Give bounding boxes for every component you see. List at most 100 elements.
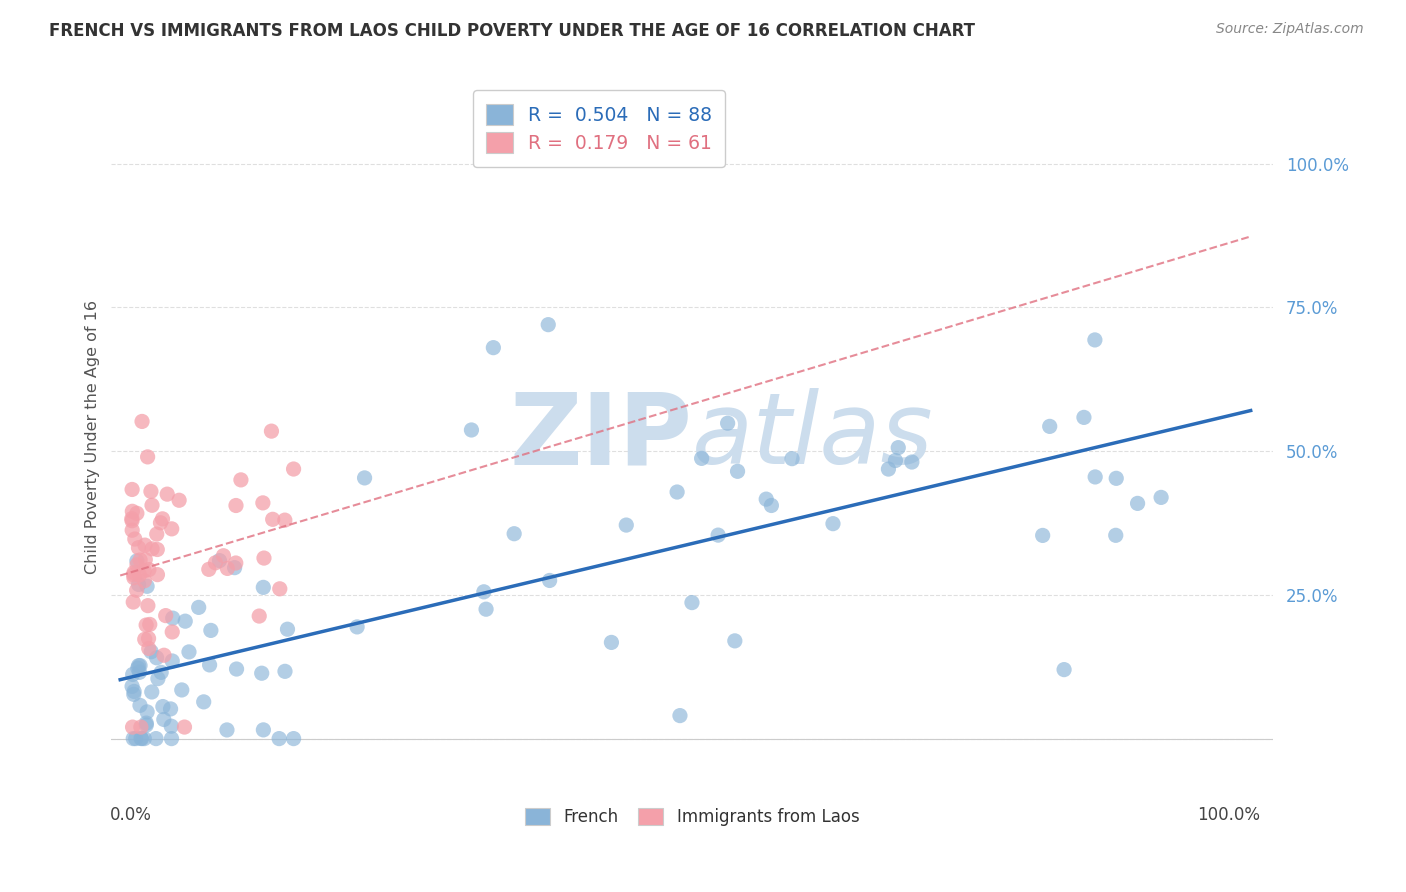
- Point: [136, 450, 159, 464]
- Point: [475, 602, 498, 616]
- Point: [135, 716, 157, 731]
- Point: [131, 414, 153, 428]
- Point: [139, 617, 162, 632]
- Point: [901, 455, 924, 469]
- Point: [283, 462, 305, 476]
- Point: [821, 516, 844, 531]
- Point: [159, 702, 181, 716]
- Point: [128, 577, 150, 591]
- Point: [1084, 470, 1107, 484]
- Point: [125, 558, 148, 572]
- Y-axis label: Child Poverty Under the Age of 16: Child Poverty Under the Age of 16: [86, 300, 100, 574]
- Point: [145, 650, 167, 665]
- Point: [717, 416, 740, 430]
- Point: [1073, 410, 1095, 425]
- Point: [250, 666, 273, 681]
- Point: [127, 541, 149, 555]
- Point: [247, 609, 270, 624]
- Point: [128, 568, 150, 582]
- Point: [198, 562, 221, 576]
- Point: [200, 624, 222, 638]
- Point: [125, 583, 148, 598]
- Point: [1053, 663, 1076, 677]
- Point: [198, 657, 221, 672]
- Point: [472, 584, 495, 599]
- Point: [252, 580, 274, 594]
- Point: [173, 720, 195, 734]
- Point: [217, 561, 239, 575]
- Point: [129, 553, 152, 567]
- Point: [138, 641, 160, 656]
- Point: [262, 512, 284, 526]
- Point: [136, 705, 159, 719]
- Text: ZIP: ZIP: [509, 388, 692, 485]
- Point: [274, 513, 297, 527]
- Point: [138, 563, 160, 577]
- Point: [122, 687, 145, 701]
- Point: [122, 567, 145, 582]
- Point: [283, 731, 305, 746]
- Point: [761, 499, 783, 513]
- Point: [167, 493, 190, 508]
- Point: [152, 512, 174, 526]
- Point: [225, 662, 247, 676]
- Point: [141, 685, 163, 699]
- Point: [170, 682, 193, 697]
- Point: [129, 720, 152, 734]
- Point: [127, 661, 149, 675]
- Point: [669, 708, 692, 723]
- Point: [160, 731, 183, 746]
- Point: [129, 731, 152, 746]
- Point: [160, 522, 183, 536]
- Text: atlas: atlas: [692, 388, 934, 485]
- Point: [141, 541, 163, 556]
- Point: [121, 514, 143, 528]
- Point: [125, 506, 148, 520]
- Point: [121, 523, 143, 537]
- Point: [276, 622, 298, 636]
- Point: [727, 464, 749, 478]
- Point: [128, 658, 150, 673]
- Text: FRENCH VS IMMIGRANTS FROM LAOS CHILD POVERTY UNDER THE AGE OF 16 CORRELATION CHA: FRENCH VS IMMIGRANTS FROM LAOS CHILD POV…: [49, 22, 976, 40]
- Point: [177, 645, 200, 659]
- Point: [353, 471, 375, 485]
- Point: [460, 423, 482, 437]
- Point: [690, 451, 713, 466]
- Point: [174, 614, 197, 628]
- Point: [141, 645, 163, 659]
- Point: [152, 699, 174, 714]
- Point: [887, 441, 910, 455]
- Point: [346, 620, 368, 634]
- Point: [153, 648, 176, 663]
- Point: [122, 731, 145, 746]
- Point: [260, 424, 283, 438]
- Point: [134, 538, 156, 552]
- Point: [153, 713, 176, 727]
- Point: [1039, 419, 1062, 434]
- Point: [155, 608, 177, 623]
- Point: [208, 553, 231, 567]
- Point: [122, 566, 145, 580]
- Point: [707, 528, 730, 542]
- Point: [1126, 496, 1149, 510]
- Point: [136, 599, 159, 613]
- Point: [681, 596, 703, 610]
- Point: [139, 484, 162, 499]
- Point: [1084, 333, 1107, 347]
- Point: [253, 551, 276, 566]
- Point: [537, 318, 560, 332]
- Point: [121, 667, 143, 681]
- Point: [160, 624, 183, 639]
- Point: [780, 451, 803, 466]
- Legend: French, Immigrants from Laos: French, Immigrants from Laos: [516, 799, 868, 835]
- Point: [150, 665, 173, 680]
- Point: [252, 723, 274, 737]
- Point: [138, 632, 160, 646]
- Point: [134, 564, 156, 578]
- Point: [503, 526, 526, 541]
- Point: [129, 698, 152, 713]
- Point: [229, 473, 252, 487]
- Point: [121, 504, 143, 518]
- Point: [135, 718, 157, 732]
- Point: [212, 549, 235, 563]
